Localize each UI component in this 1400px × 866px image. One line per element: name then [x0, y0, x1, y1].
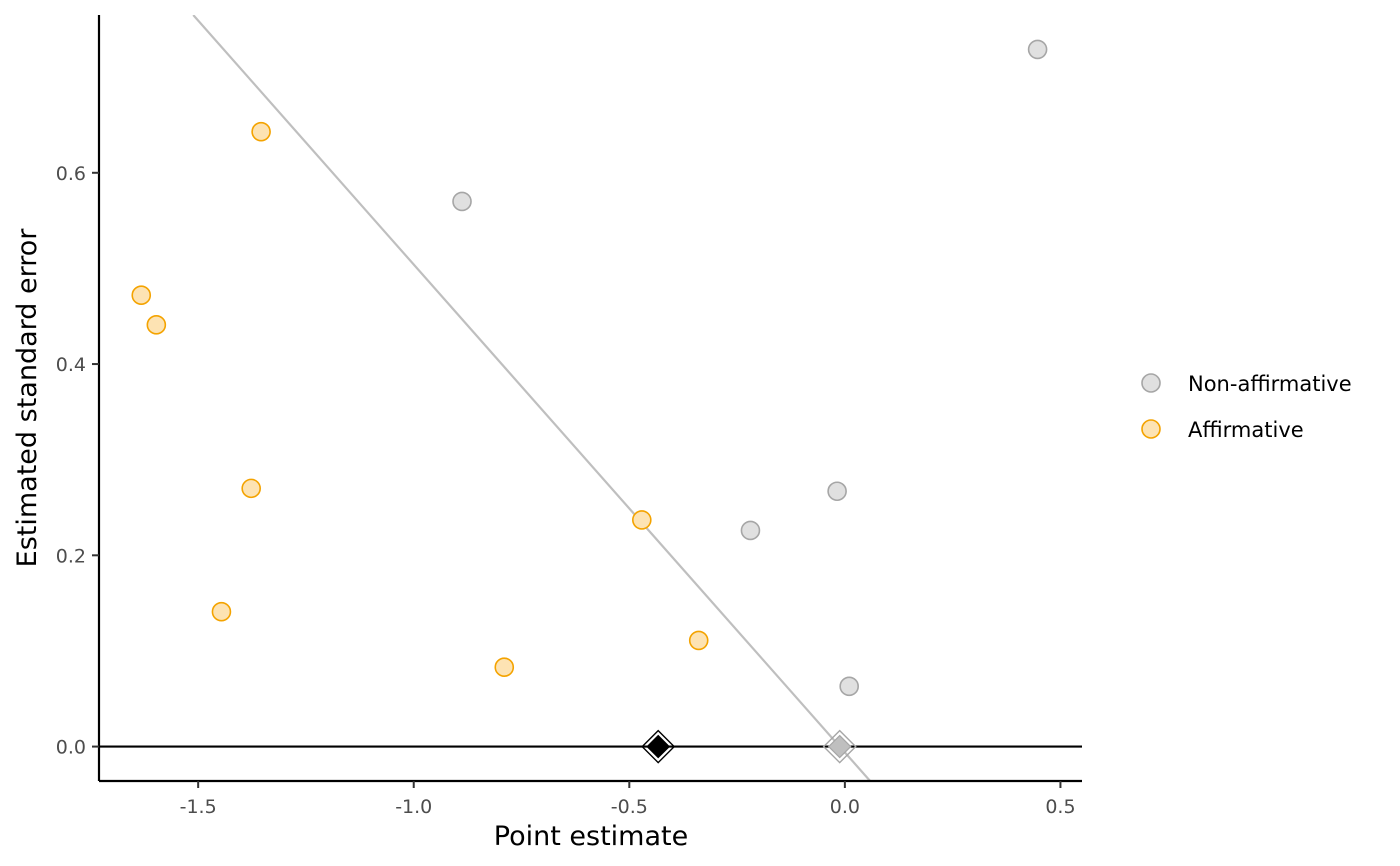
y-tick-label: 0.0 — [56, 737, 86, 759]
series-affirmative — [131, 121, 709, 677]
data-point — [452, 191, 472, 212]
legend-key — [1141, 419, 1161, 439]
y-tick-label: 0.4 — [56, 354, 86, 376]
data-point — [146, 315, 167, 335]
data-point — [251, 121, 271, 142]
data-point — [740, 520, 761, 541]
legend: Non-affirmative Affirmative — [1141, 372, 1352, 442]
estimate-diamond — [827, 734, 852, 759]
estimate-diamond-outline — [641, 729, 676, 764]
plot-area — [99, 15, 1082, 781]
series-non-affirmative — [452, 39, 1048, 697]
axes: -1.5 -1.0 -0.5 0.0 0.5 0.0 0.2 0.4 0.6 — [56, 15, 1082, 818]
estimate-diamond-outline — [822, 729, 857, 764]
data-point — [1027, 39, 1048, 60]
legend-key — [1141, 373, 1161, 393]
data-point — [494, 657, 515, 677]
data-point — [211, 601, 232, 622]
data-point — [632, 510, 652, 530]
y-tick-label: 0.6 — [56, 163, 86, 185]
x-tick-label: 0.5 — [1045, 796, 1075, 818]
data-point — [839, 676, 859, 697]
x-tick-label: 0.0 — [830, 796, 860, 818]
estimate-diamond — [646, 734, 671, 759]
data-point — [688, 630, 709, 651]
data-point — [241, 478, 261, 499]
y-axis-title: Estimated standard error — [12, 228, 43, 568]
x-tick-label: -0.5 — [611, 796, 648, 818]
x-tick-label: -1.0 — [395, 796, 432, 818]
x-tick-label: -1.5 — [180, 796, 217, 818]
y-tick-label: 0.2 — [56, 545, 86, 567]
legend-label: Affirmative — [1188, 418, 1304, 442]
reference-line — [192, 15, 871, 781]
data-point — [827, 481, 847, 502]
legend-label: Non-affirmative — [1188, 372, 1352, 396]
data-point — [131, 285, 152, 305]
x-axis-title: Point estimate — [494, 821, 688, 852]
